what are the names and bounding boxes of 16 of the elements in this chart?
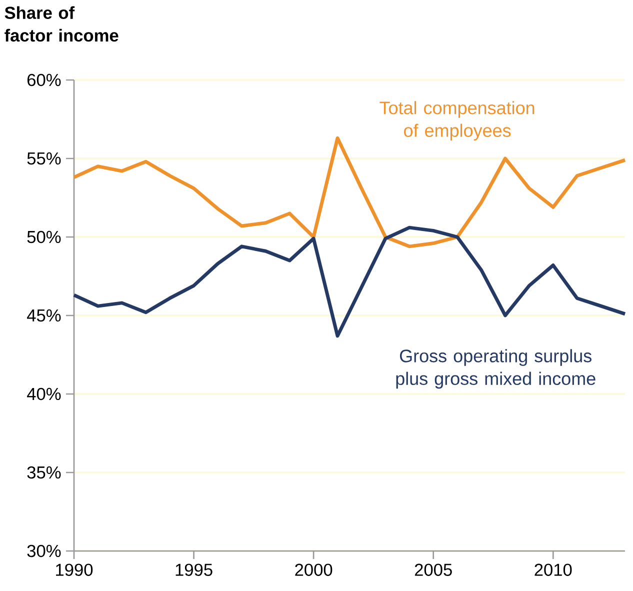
y-tick-label: 45% xyxy=(27,309,61,322)
text: Gross operating surplus plus gross mixed income xyxy=(396,349,596,389)
series-label: Total compensation of employees xyxy=(380,101,534,141)
y-axis-title: Share of factor income xyxy=(4,6,118,42)
x-tick-label: 1995 xyxy=(176,564,212,576)
y-tick-label: 40% xyxy=(27,388,61,400)
x-tick-label: 2005 xyxy=(414,564,452,576)
x-tick-label: 2000 xyxy=(295,564,332,576)
y-tick-label: 60% xyxy=(27,74,61,86)
y-tick-label: 30% xyxy=(27,544,61,558)
line-series xyxy=(72,226,627,338)
y-tick-label: 35% xyxy=(27,466,61,479)
x-tick-label: 2010 xyxy=(534,564,572,576)
x-tick-label: 1990 xyxy=(56,564,93,576)
y-tick-label: 55% xyxy=(27,152,61,165)
y-tick-label: 50% xyxy=(27,230,61,244)
